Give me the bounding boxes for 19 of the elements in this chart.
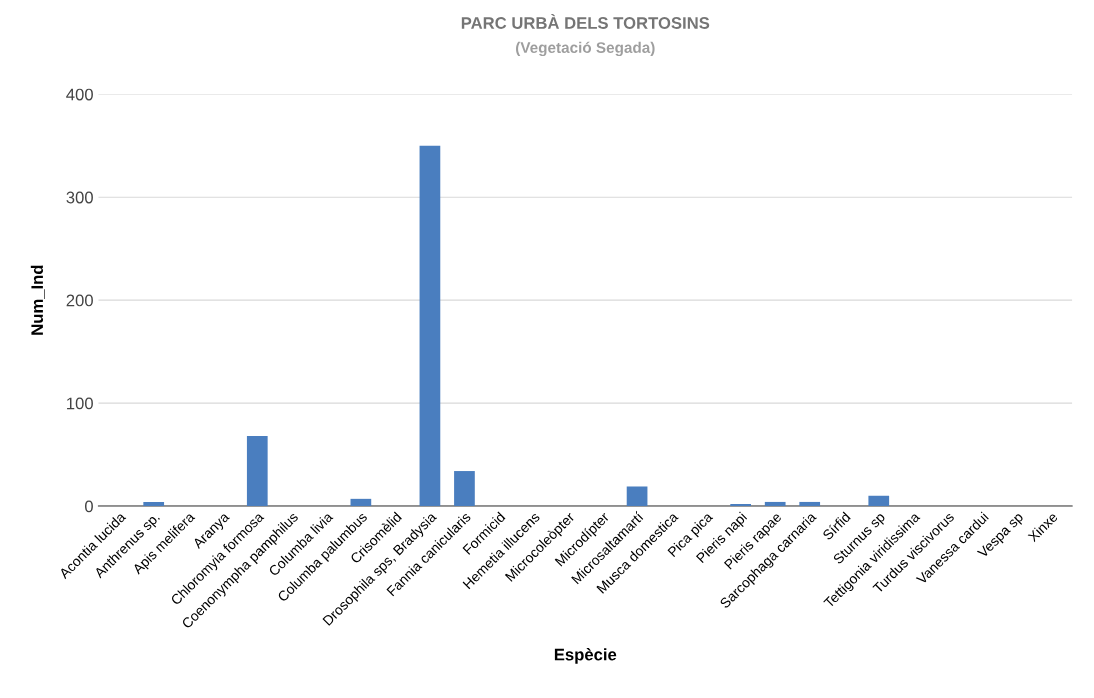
bar (868, 495, 890, 507)
bar (454, 471, 475, 507)
y-tick-label: 100 (67, 397, 93, 410)
y-axis-title: Num_Ind (30, 265, 45, 335)
y-tick-label: 300 (66, 191, 93, 204)
bar (246, 436, 268, 507)
bar (350, 498, 372, 507)
y-tick-label: 200 (66, 294, 93, 307)
bar (419, 145, 441, 507)
bar (730, 503, 752, 507)
chart-title: PARC URBÀ DELS TORTOSINS (461, 13, 710, 29)
x-axis-title: Espècie (554, 648, 617, 664)
bar (799, 501, 821, 507)
y-tick-label: 400 (66, 88, 93, 101)
bar (626, 486, 648, 507)
chart-subtitle: (Vegetació Segada) (516, 41, 655, 57)
bar (764, 501, 786, 507)
bar (143, 501, 165, 507)
y-tick-label: 0 (84, 500, 93, 513)
